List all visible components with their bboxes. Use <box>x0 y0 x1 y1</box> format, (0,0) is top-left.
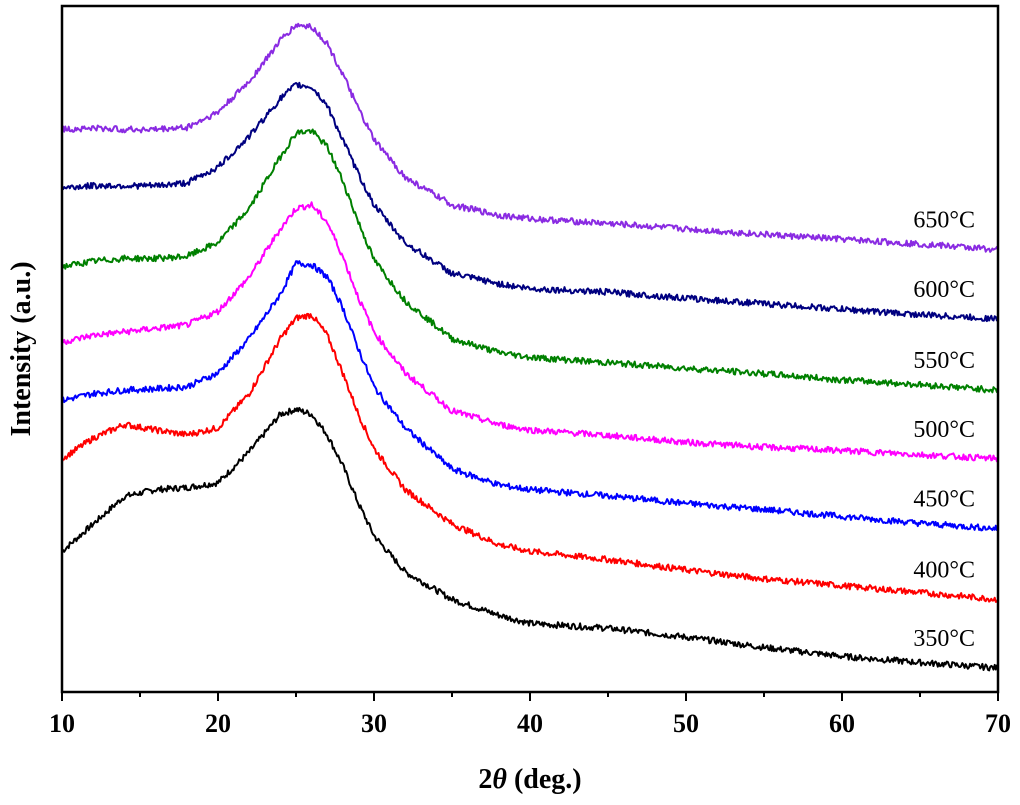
series-label-600°C: 600°C <box>913 277 975 303</box>
series-label-350°C: 350°C <box>913 626 975 652</box>
series-line-500°C <box>61 201 999 463</box>
series-label-650°C: 650°C <box>913 208 975 234</box>
x-tick-label-50: 50 <box>673 709 699 738</box>
x-axis-title-symbol: θ <box>492 764 507 795</box>
series-layer <box>61 22 999 672</box>
x-tick-label-20: 20 <box>205 709 231 738</box>
x-axis-title-suffix: (deg.) <box>507 764 582 795</box>
series-label-450°C: 450°C <box>913 487 975 513</box>
x-tick-label-40: 40 <box>517 709 543 738</box>
x-tick-layer: 10 20 30 40 50 60 70 <box>49 692 1011 738</box>
x-tick-label-70: 70 <box>985 709 1011 738</box>
series-label-layer: 350°C 400°C 450°C 500°C 550°C 600°C 650°C <box>913 208 975 652</box>
series-line-550°C <box>61 128 999 394</box>
x-tick-label-30: 30 <box>361 709 387 738</box>
series-label-400°C: 400°C <box>913 557 975 583</box>
x-axis-title: 2θ (deg.) <box>478 764 581 795</box>
x-tick-label-60: 60 <box>829 709 855 738</box>
series-line-350°C <box>61 406 999 672</box>
x-axis-title-prefix: 2 <box>478 764 492 795</box>
x-tick-label-10: 10 <box>49 709 75 738</box>
series-line-400°C <box>61 312 999 603</box>
series-line-650°C <box>61 22 999 253</box>
series-label-500°C: 500°C <box>913 417 975 443</box>
y-axis-title: Intensity (a.u.) <box>6 261 37 436</box>
plot-frame <box>60 4 1000 694</box>
series-line-450°C <box>61 260 999 532</box>
series-label-550°C: 550°C <box>913 348 975 374</box>
series-line-600°C <box>61 81 999 323</box>
